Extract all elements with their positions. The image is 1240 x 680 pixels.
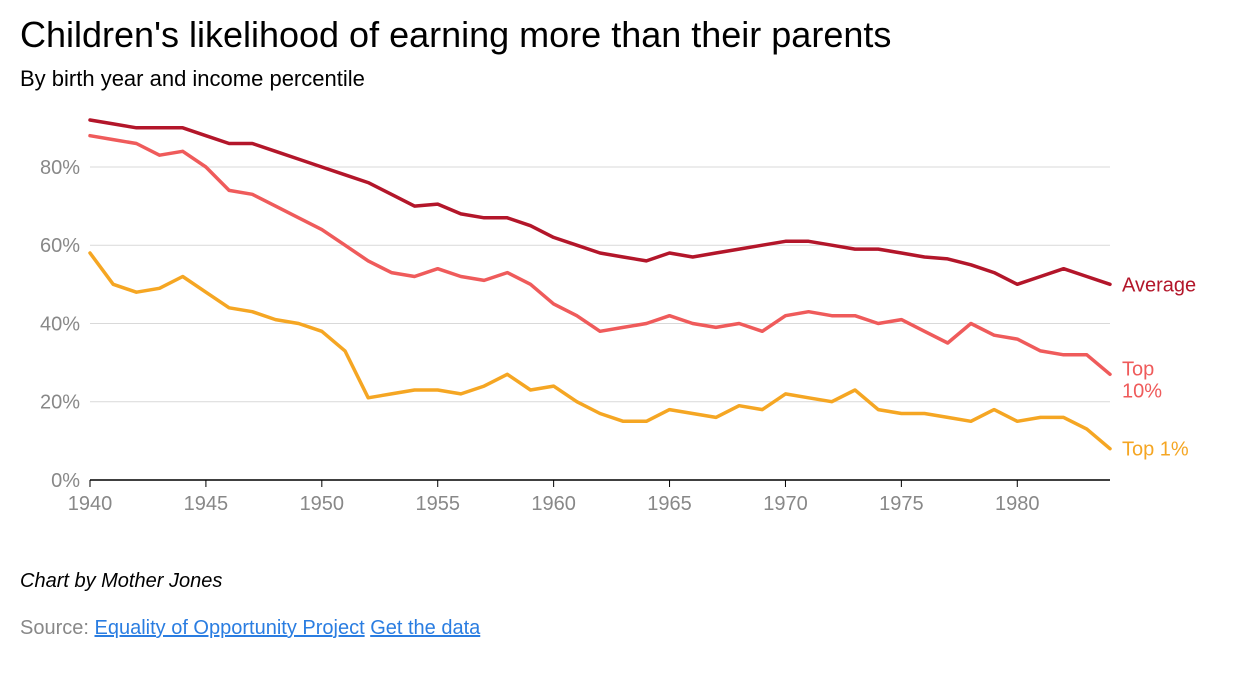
svg-text:1940: 1940	[68, 493, 113, 515]
chart-title: Children's likelihood of earning more th…	[20, 14, 1220, 56]
source-line: Source: Equality of Opportunity Project …	[20, 617, 1220, 640]
svg-text:1965: 1965	[647, 493, 692, 515]
svg-text:80%: 80%	[40, 157, 80, 179]
svg-text:1970: 1970	[763, 493, 808, 515]
series-label: Average	[1122, 274, 1196, 296]
line-chart: 0% 20% 40% 60% 80% 1940 1945 1950 1955 1960 1965 19…	[20, 110, 1220, 530]
source-prefix: Source:	[20, 617, 94, 639]
source-link-project[interactable]: Equality of Opportunity Project	[94, 617, 364, 639]
series-label: Top 1%	[1122, 439, 1189, 461]
series-top-10-	[90, 136, 1110, 375]
svg-text:1980: 1980	[995, 493, 1040, 515]
svg-text:1945: 1945	[184, 493, 229, 515]
svg-text:1950: 1950	[300, 493, 345, 515]
series-label: Top	[1122, 358, 1154, 380]
svg-text:20%: 20%	[40, 392, 80, 414]
series-label: 10%	[1122, 380, 1162, 402]
chart-credit: Chart by Mother Jones	[20, 570, 1220, 593]
svg-text:1975: 1975	[879, 493, 924, 515]
svg-text:1955: 1955	[415, 493, 460, 515]
svg-text:1960: 1960	[531, 493, 576, 515]
source-link-data[interactable]: Get the data	[370, 617, 480, 639]
series-top-1-	[90, 253, 1110, 449]
svg-text:40%: 40%	[40, 313, 80, 335]
svg-text:0%: 0%	[51, 470, 80, 492]
svg-text:60%: 60%	[40, 235, 80, 257]
chart-subtitle: By birth year and income percentile	[20, 66, 1220, 92]
series-average	[90, 120, 1110, 284]
